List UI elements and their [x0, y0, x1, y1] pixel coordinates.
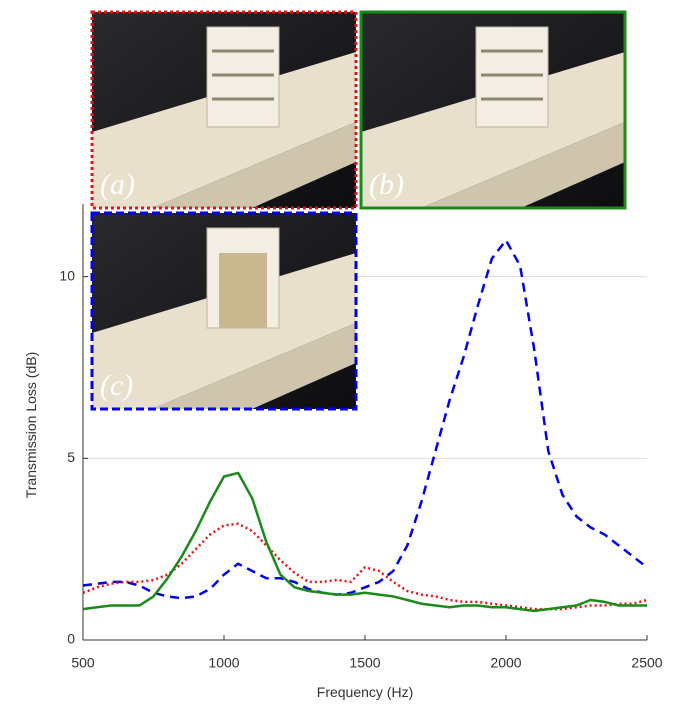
y-tick-label: 10	[59, 267, 75, 283]
y-tick-label: 5	[67, 449, 75, 465]
photo-box	[476, 27, 548, 127]
chart: Frequency (Hz) Transmission Loss (dB) 0 5…	[0, 0, 678, 706]
inset-label: (a)	[100, 168, 135, 201]
x-tick-label: 1500	[349, 655, 380, 671]
photo-box	[207, 27, 279, 127]
inset-label: (b)	[369, 168, 404, 201]
inset-label: (c)	[100, 369, 133, 402]
photo-inset: (a)	[92, 12, 356, 208]
photo-hole	[219, 253, 267, 328]
x-tick-label: 1000	[208, 655, 239, 671]
series-line	[83, 524, 647, 609]
photo-inset: (c)	[92, 213, 356, 409]
x-tick-label: 500	[71, 655, 95, 671]
x-tick-label: 2000	[490, 655, 521, 671]
x-axis-label: Frequency (Hz)	[317, 684, 413, 700]
photo-inset: (b)	[361, 12, 625, 208]
y-tick-label: 0	[67, 631, 75, 647]
x-tick-label: 2500	[631, 655, 662, 671]
y-axis-label: Transmission Loss (dB)	[23, 352, 39, 499]
